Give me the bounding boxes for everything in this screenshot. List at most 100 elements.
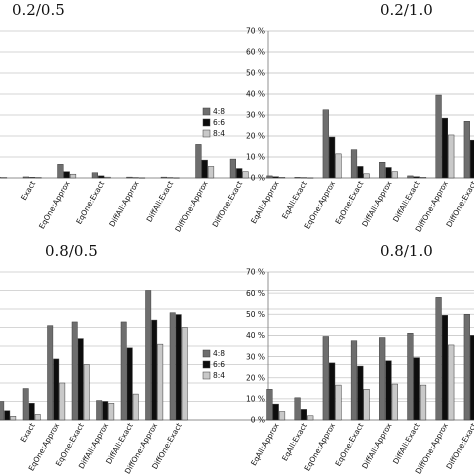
legend: 4:8 6:6 8:4	[202, 107, 225, 138]
category-label: DiffAll:Exact	[391, 421, 422, 465]
legend-label-4-8: 4:8	[213, 349, 225, 358]
bar-eqall-approx-6-6	[0, 177, 1, 179]
legend-swatch-4-8	[202, 107, 211, 116]
bar-eqone-approx-6-6	[329, 136, 336, 179]
y-tick-label: 10 %	[246, 153, 265, 162]
bar-diffall-exact-6-6	[126, 347, 133, 421]
bar-eqall-approx-8-4	[278, 177, 286, 179]
category-label: DiffAll:Approx	[360, 421, 394, 470]
bar-diffone-approx-4-8	[145, 290, 152, 421]
legend-label-6-6: 6:6	[213, 360, 225, 369]
bar-eqone-approx-6-6	[63, 171, 70, 179]
category-label: EqAll:Approx	[249, 179, 281, 225]
y-tick-label: 20 %	[246, 132, 265, 141]
legend: 4:8 6:6 8:4	[202, 349, 225, 380]
legend-swatch-4-8	[202, 349, 211, 358]
y-tick-label: 0 %	[251, 416, 265, 425]
bar-diffall-approx-8-4	[391, 171, 398, 179]
chart-title: 0.8/0.5	[45, 242, 98, 260]
bar-eqone-approx-4-8	[57, 164, 64, 179]
bar-diffall-approx-4-8	[96, 400, 103, 421]
bar-eqall-approx-6-6	[272, 176, 279, 179]
bar-diffone-exact-6-6	[236, 168, 243, 179]
bar-eqall-exact-6-6	[300, 177, 307, 179]
bar-diffall-approx-4-8	[379, 162, 386, 179]
y-tick-label: 10 %	[246, 395, 265, 404]
bar-eqone-exact-8-4	[104, 176, 111, 179]
bar-eqone-exact-8-4	[363, 173, 370, 179]
bar-eqall-exact-8-4	[307, 177, 314, 179]
bar-diffone-exact-8-4	[242, 171, 249, 179]
bar-diffone-exact-4-8	[169, 312, 176, 421]
bar-eqone-exact-6-6	[357, 166, 364, 179]
chart-title: 0.2/0.5	[12, 1, 65, 19]
legend-label-4-8: 4:8	[213, 107, 225, 116]
bar-eqone-approx-8-4	[69, 173, 77, 179]
bar-eqall-exact-6-6	[29, 177, 36, 179]
y-tick-label: 50 %	[246, 310, 265, 319]
bar-diffall-exact-4-8	[160, 176, 168, 179]
bar-eqall-approx-8-4	[10, 416, 17, 421]
bar-eqone-exact-8-4	[83, 364, 90, 421]
bar-diffall-approx-8-4	[108, 403, 115, 421]
legend-label-8-4: 8:4	[213, 371, 225, 380]
bar-eqall-exact-6-6	[300, 409, 307, 421]
category-label: Exact	[19, 421, 37, 444]
bar-diffone-exact-6-6	[470, 335, 474, 421]
category-label: DiffOne:Exact	[445, 421, 474, 470]
bar-eqone-exact-4-8	[71, 321, 78, 421]
category-label: EqOne:Approx	[303, 179, 338, 230]
category-label: EqAll:Exact	[280, 421, 309, 462]
bar-eqall-exact-8-4	[307, 415, 314, 421]
bar-eqall-exact-4-8	[294, 397, 301, 421]
bar-eqone-approx-4-8	[47, 325, 54, 421]
bar-diffall-exact-6-6	[413, 176, 420, 179]
bar-diffone-exact-4-8	[229, 158, 237, 179]
bar-diffone-approx-8-4	[207, 166, 215, 179]
bar-diffall-exact-4-8	[407, 175, 414, 179]
bar-eqone-exact-6-6	[77, 338, 84, 421]
bar-diffone-approx-6-6	[441, 117, 448, 179]
bar-diffone-approx-6-6	[441, 315, 448, 421]
bar-diffone-exact-8-4	[181, 327, 188, 421]
bar-diffone-approx-4-8	[435, 297, 442, 421]
chart-panel-4: 0.8/1.0 0 % 10 % 20 % 30 % 40 % 50 % 60 % 70 % Eq…	[246, 242, 474, 474]
bar-diffall-exact-8-4	[132, 393, 139, 421]
bar-diffall-approx-4-8	[379, 337, 386, 421]
bar-eqone-approx-8-4	[335, 384, 342, 421]
legend-swatch-8-4	[202, 129, 211, 138]
category-label: Exact	[19, 179, 37, 202]
bar-eqall-approx-6-6	[4, 410, 11, 421]
legend-swatch-6-6	[202, 118, 211, 127]
bar-eqall-approx-4-8	[266, 389, 273, 421]
y-tick-label: 70 %	[246, 27, 265, 36]
bar-diffone-approx-6-6	[151, 319, 158, 421]
bar-diffone-exact-6-6	[470, 139, 474, 179]
category-label: EqOne:Exact	[74, 179, 106, 225]
bar-eqone-approx-6-6	[329, 362, 336, 421]
bar-diffone-exact-6-6	[175, 314, 182, 421]
bar-eqone-approx-4-8	[322, 336, 329, 421]
bar-eqall-approx-8-4	[278, 411, 286, 421]
category-label: EqOne:Exact	[333, 421, 365, 467]
y-tick-label: 0 %	[251, 174, 265, 183]
y-tick-label: 50 %	[246, 69, 265, 78]
category-label: EqAll:Exact	[280, 179, 309, 220]
category-label: EqOne:Exact	[333, 179, 365, 225]
category-label: DiffOne:Approx	[173, 179, 210, 234]
bar-eqall-approx-4-8	[266, 175, 273, 179]
bar-eqone-exact-4-8	[350, 340, 358, 421]
bar-eqall-exact-4-8	[22, 388, 29, 421]
category-label: DiffAll:Approx	[360, 179, 394, 228]
y-tick-label: 40 %	[246, 331, 265, 340]
bar-eqall-approx-6-6	[272, 403, 279, 421]
bar-diffall-exact-6-6	[413, 357, 420, 421]
legend-swatch-6-6	[202, 360, 211, 369]
category-label: DiffOne:Exact	[211, 179, 245, 228]
bar-eqall-approx-8-4	[0, 177, 8, 179]
bar-diffall-approx-8-4	[138, 177, 146, 179]
legend-swatch-8-4	[202, 371, 211, 380]
legend-label-8-4: 8:4	[213, 129, 225, 138]
category-label: DiffAll:Exact	[145, 179, 176, 223]
bar-eqall-exact-4-8	[294, 177, 301, 179]
